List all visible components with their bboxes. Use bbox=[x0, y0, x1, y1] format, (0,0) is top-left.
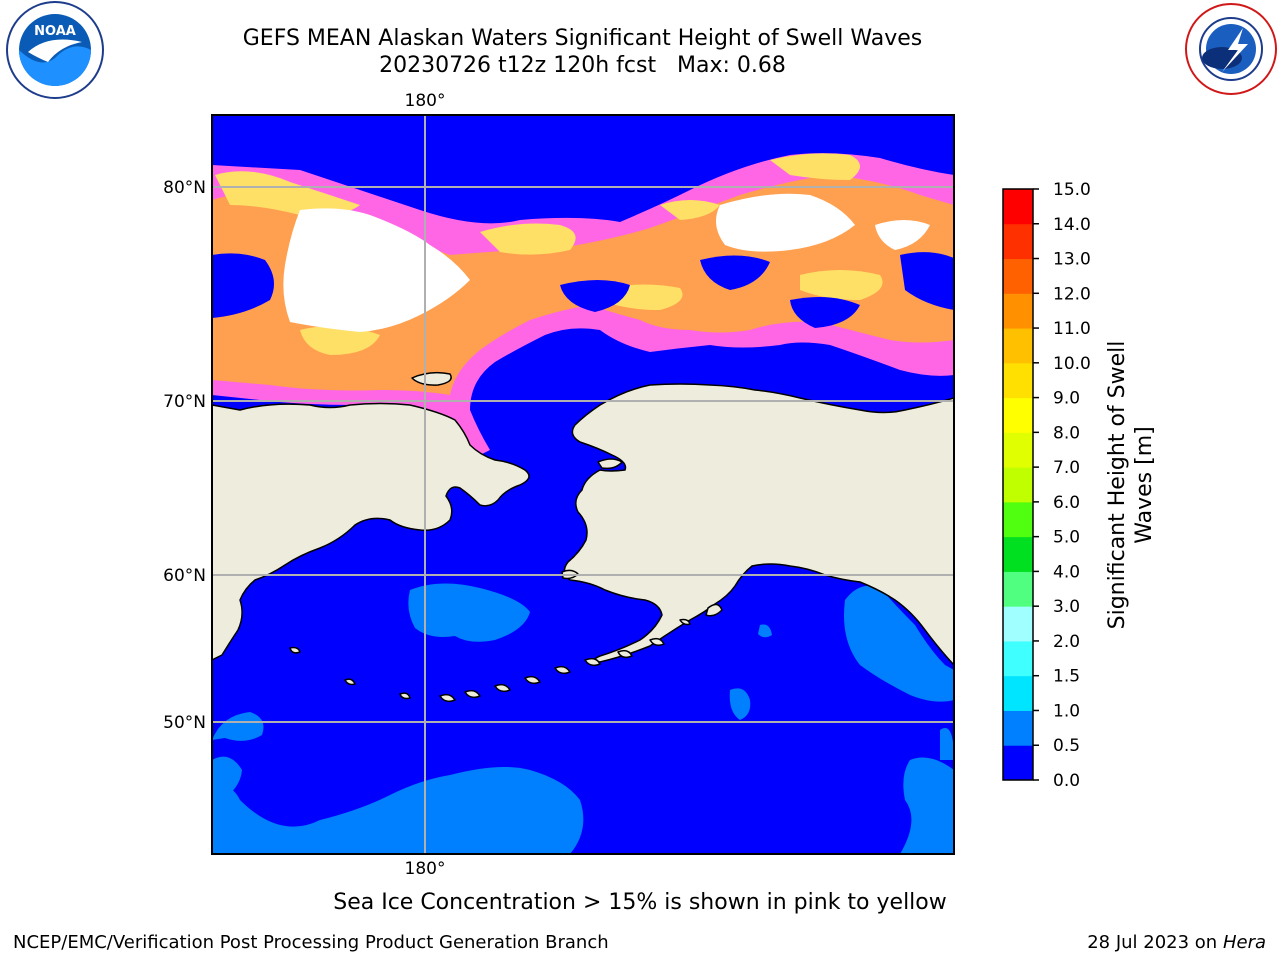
colorbar-tick-label: 14.0 bbox=[1053, 215, 1091, 235]
colorbar-segment bbox=[1003, 258, 1033, 294]
colorbar-tick-label: 3.0 bbox=[1053, 597, 1080, 617]
st-lawrence-island bbox=[597, 458, 623, 470]
colorbar-segment bbox=[1003, 745, 1033, 781]
footer-date-text: 28 Jul 2023 on bbox=[1087, 932, 1223, 953]
colorbar bbox=[1003, 189, 1033, 781]
chart-subtitle: 20230726 t12z 120h fcst Max: 0.68 bbox=[379, 53, 786, 78]
ice-interior bbox=[283, 193, 930, 332]
colorbar-tick-label: 4.0 bbox=[1053, 562, 1080, 582]
colorbar-label-line2: Waves [m] bbox=[1132, 426, 1157, 543]
colorbar-tick-label: 2.0 bbox=[1053, 632, 1080, 652]
colorbar-segment bbox=[1003, 223, 1033, 260]
colorbar-ticks: 0.0 0.5 1.0 1.5 2.0 3.0 4.0 5.0 6.0 7.0 8.0 9.0 10.0… bbox=[1033, 180, 1091, 791]
colorbar-tick-label: 11.0 bbox=[1053, 319, 1091, 339]
lat-label: 70°N bbox=[163, 392, 206, 412]
kodiak-island bbox=[705, 603, 723, 617]
colorbar-tick-label: 15.0 bbox=[1053, 180, 1091, 200]
colorbar-segment bbox=[1003, 189, 1033, 225]
colorbar-tick-label: 1.0 bbox=[1053, 701, 1080, 721]
colorbar-tick-label: 6.0 bbox=[1053, 493, 1080, 513]
colorbar-tick-label: 0.5 bbox=[1053, 736, 1080, 756]
footer-host: Hera bbox=[1222, 932, 1266, 953]
colorbar-segment bbox=[1003, 571, 1033, 607]
colorbar-tick-label: 7.0 bbox=[1053, 458, 1080, 478]
nws-logo-icon bbox=[1185, 3, 1277, 95]
aleutian-islands bbox=[289, 618, 691, 703]
lat-label: 60°N bbox=[163, 566, 206, 586]
colorbar-segment bbox=[1003, 501, 1033, 538]
sea-ice-yellow bbox=[215, 153, 883, 355]
colorbar-tick-label: 9.0 bbox=[1053, 389, 1080, 409]
footer-date: 28 Jul 2023 on Hera bbox=[1087, 932, 1266, 953]
colorbar-segment bbox=[1003, 640, 1033, 677]
colorbar-segment bbox=[1003, 328, 1033, 364]
colorbar-tick-label: 1.5 bbox=[1053, 667, 1080, 687]
colorbar-label-line1: Significant Height of Swell bbox=[1105, 341, 1130, 630]
lon-label-top: 180° bbox=[405, 91, 446, 111]
chart-title: GEFS MEAN Alaskan Waters Significant Hei… bbox=[242, 26, 923, 51]
colorbar-segment bbox=[1003, 536, 1033, 572]
lon-label-bottom: 180° bbox=[405, 859, 446, 879]
lat-label: 80°N bbox=[163, 178, 206, 198]
lat-label: 50°N bbox=[163, 713, 206, 733]
colorbar-tick-label: 5.0 bbox=[1053, 528, 1080, 548]
footnote: Sea Ice Concentration > 15% is shown in … bbox=[333, 890, 947, 915]
colorbar-segment bbox=[1003, 293, 1033, 329]
noaa-logo-text: NOAA bbox=[34, 24, 76, 39]
colorbar-tick-label: 13.0 bbox=[1053, 250, 1091, 270]
graticule bbox=[212, 115, 954, 854]
land bbox=[212, 371, 954, 703]
colorbar-segment bbox=[1003, 675, 1033, 711]
colorbar-frame bbox=[1002, 188, 1034, 781]
colorbar-segment bbox=[1003, 710, 1033, 746]
alaska-land bbox=[563, 383, 954, 666]
swell-patches bbox=[212, 583, 954, 854]
open-ocean-patches bbox=[212, 252, 954, 328]
colorbar-segment bbox=[1003, 362, 1033, 399]
noaa-logo-icon: NOAA bbox=[6, 1, 104, 99]
colorbar-tick-label: 8.0 bbox=[1053, 423, 1080, 443]
colorbar-segment bbox=[1003, 606, 1033, 642]
colorbar-segment bbox=[1003, 467, 1033, 503]
colorbar-tick-label: 12.0 bbox=[1053, 284, 1091, 304]
siberia-land bbox=[212, 402, 530, 661]
wrangel-island bbox=[411, 371, 452, 386]
colorbar-segment bbox=[1003, 397, 1033, 433]
colorbar-tick-label: 10.0 bbox=[1053, 354, 1091, 374]
colorbar-segment bbox=[1003, 432, 1033, 468]
map-frame bbox=[211, 114, 955, 855]
footer-credit: NCEP/EMC/Verification Post Processing Pr… bbox=[13, 932, 609, 953]
map-area bbox=[212, 115, 954, 854]
colorbar-tick-label: 0.0 bbox=[1053, 771, 1080, 791]
